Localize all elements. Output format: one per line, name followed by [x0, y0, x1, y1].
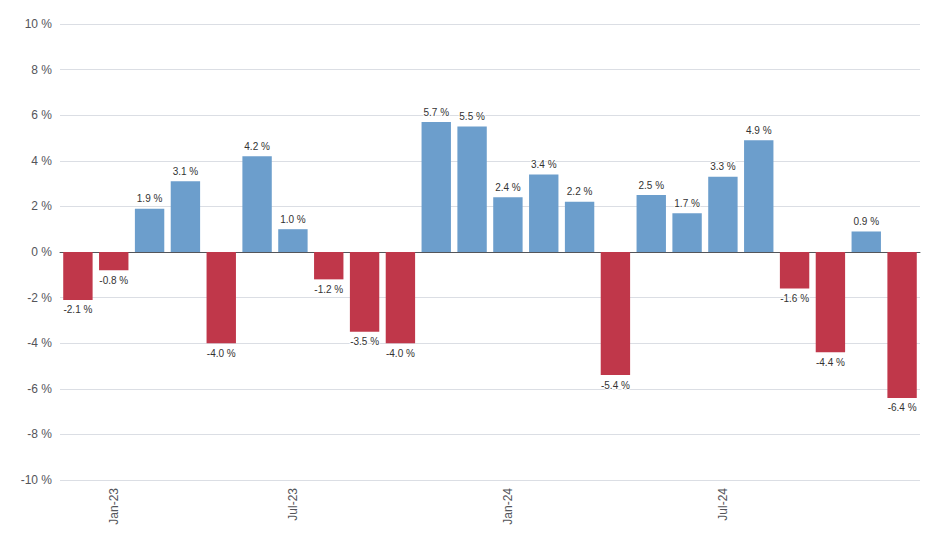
svg-text:4 %: 4 %	[31, 154, 52, 168]
svg-text:-4.0 %: -4.0 %	[386, 348, 415, 359]
svg-text:-1.6 %: -1.6 %	[780, 293, 809, 304]
svg-text:0.9 %: 0.9 %	[853, 216, 879, 227]
svg-text:5.5 %: 5.5 %	[459, 111, 485, 122]
svg-text:8 %: 8 %	[31, 63, 52, 77]
svg-text:0 %: 0 %	[31, 245, 52, 259]
svg-text:-10 %: -10 %	[21, 473, 53, 487]
svg-text:-1.2 %: -1.2 %	[314, 284, 343, 295]
svg-text:4.2 %: 4.2 %	[244, 141, 270, 152]
svg-text:Jan-23: Jan-23	[107, 488, 121, 525]
svg-text:3.4 %: 3.4 %	[531, 159, 557, 170]
svg-text:-6.4 %: -6.4 %	[888, 402, 917, 413]
svg-text:-2.1 %: -2.1 %	[63, 304, 92, 315]
svg-text:3.1 %: 3.1 %	[173, 166, 199, 177]
svg-text:-4 %: -4 %	[27, 336, 52, 350]
svg-text:-3.5 %: -3.5 %	[350, 336, 379, 347]
svg-text:Jul-24: Jul-24	[716, 488, 730, 521]
svg-text:1.7 %: 1.7 %	[674, 198, 700, 209]
svg-text:2 %: 2 %	[31, 199, 52, 213]
svg-text:2.5 %: 2.5 %	[638, 180, 664, 191]
svg-text:1.0 %: 1.0 %	[280, 214, 306, 225]
svg-text:-2 %: -2 %	[27, 291, 52, 305]
svg-text:Jul-23: Jul-23	[286, 488, 300, 521]
svg-text:4.9 %: 4.9 %	[746, 125, 772, 136]
svg-text:2.4 %: 2.4 %	[495, 182, 521, 193]
svg-text:5.7 %: 5.7 %	[423, 107, 449, 118]
svg-text:3.3 %: 3.3 %	[710, 161, 736, 172]
svg-text:-5.4 %: -5.4 %	[601, 380, 630, 391]
svg-text:-8 %: -8 %	[27, 427, 52, 441]
svg-text:-4.0 %: -4.0 %	[207, 348, 236, 359]
svg-text:-4.4 %: -4.4 %	[816, 357, 845, 368]
svg-text:10 %: 10 %	[25, 17, 53, 31]
svg-text:2.2 %: 2.2 %	[567, 186, 593, 197]
svg-text:1.9 %: 1.9 %	[137, 193, 163, 204]
svg-text:Jan-24: Jan-24	[501, 488, 515, 525]
svg-text:6 %: 6 %	[31, 108, 52, 122]
svg-text:-0.8 %: -0.8 %	[99, 275, 128, 286]
svg-text:-6 %: -6 %	[27, 382, 52, 396]
